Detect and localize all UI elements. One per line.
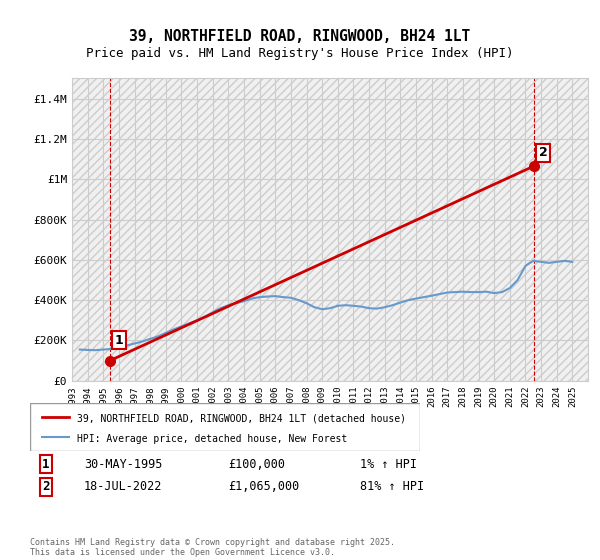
Text: 1: 1: [115, 334, 123, 347]
Text: 1: 1: [42, 458, 50, 470]
Text: £100,000: £100,000: [228, 458, 285, 470]
FancyBboxPatch shape: [30, 403, 420, 451]
Text: 39, NORTHFIELD ROAD, RINGWOOD, BH24 1LT (detached house): 39, NORTHFIELD ROAD, RINGWOOD, BH24 1LT …: [77, 413, 406, 423]
Text: HPI: Average price, detached house, New Forest: HPI: Average price, detached house, New …: [77, 435, 347, 445]
Text: Contains HM Land Registry data © Crown copyright and database right 2025.
This d: Contains HM Land Registry data © Crown c…: [30, 538, 395, 557]
Text: 18-JUL-2022: 18-JUL-2022: [84, 480, 163, 493]
Text: Price paid vs. HM Land Registry's House Price Index (HPI): Price paid vs. HM Land Registry's House …: [86, 46, 514, 60]
Text: 2: 2: [42, 480, 50, 493]
Text: 1% ↑ HPI: 1% ↑ HPI: [360, 458, 417, 470]
Text: 81% ↑ HPI: 81% ↑ HPI: [360, 480, 424, 493]
Text: £1,065,000: £1,065,000: [228, 480, 299, 493]
Text: 30-MAY-1995: 30-MAY-1995: [84, 458, 163, 470]
Text: 2: 2: [539, 146, 547, 159]
Text: 39, NORTHFIELD ROAD, RINGWOOD, BH24 1LT: 39, NORTHFIELD ROAD, RINGWOOD, BH24 1LT: [130, 29, 470, 44]
